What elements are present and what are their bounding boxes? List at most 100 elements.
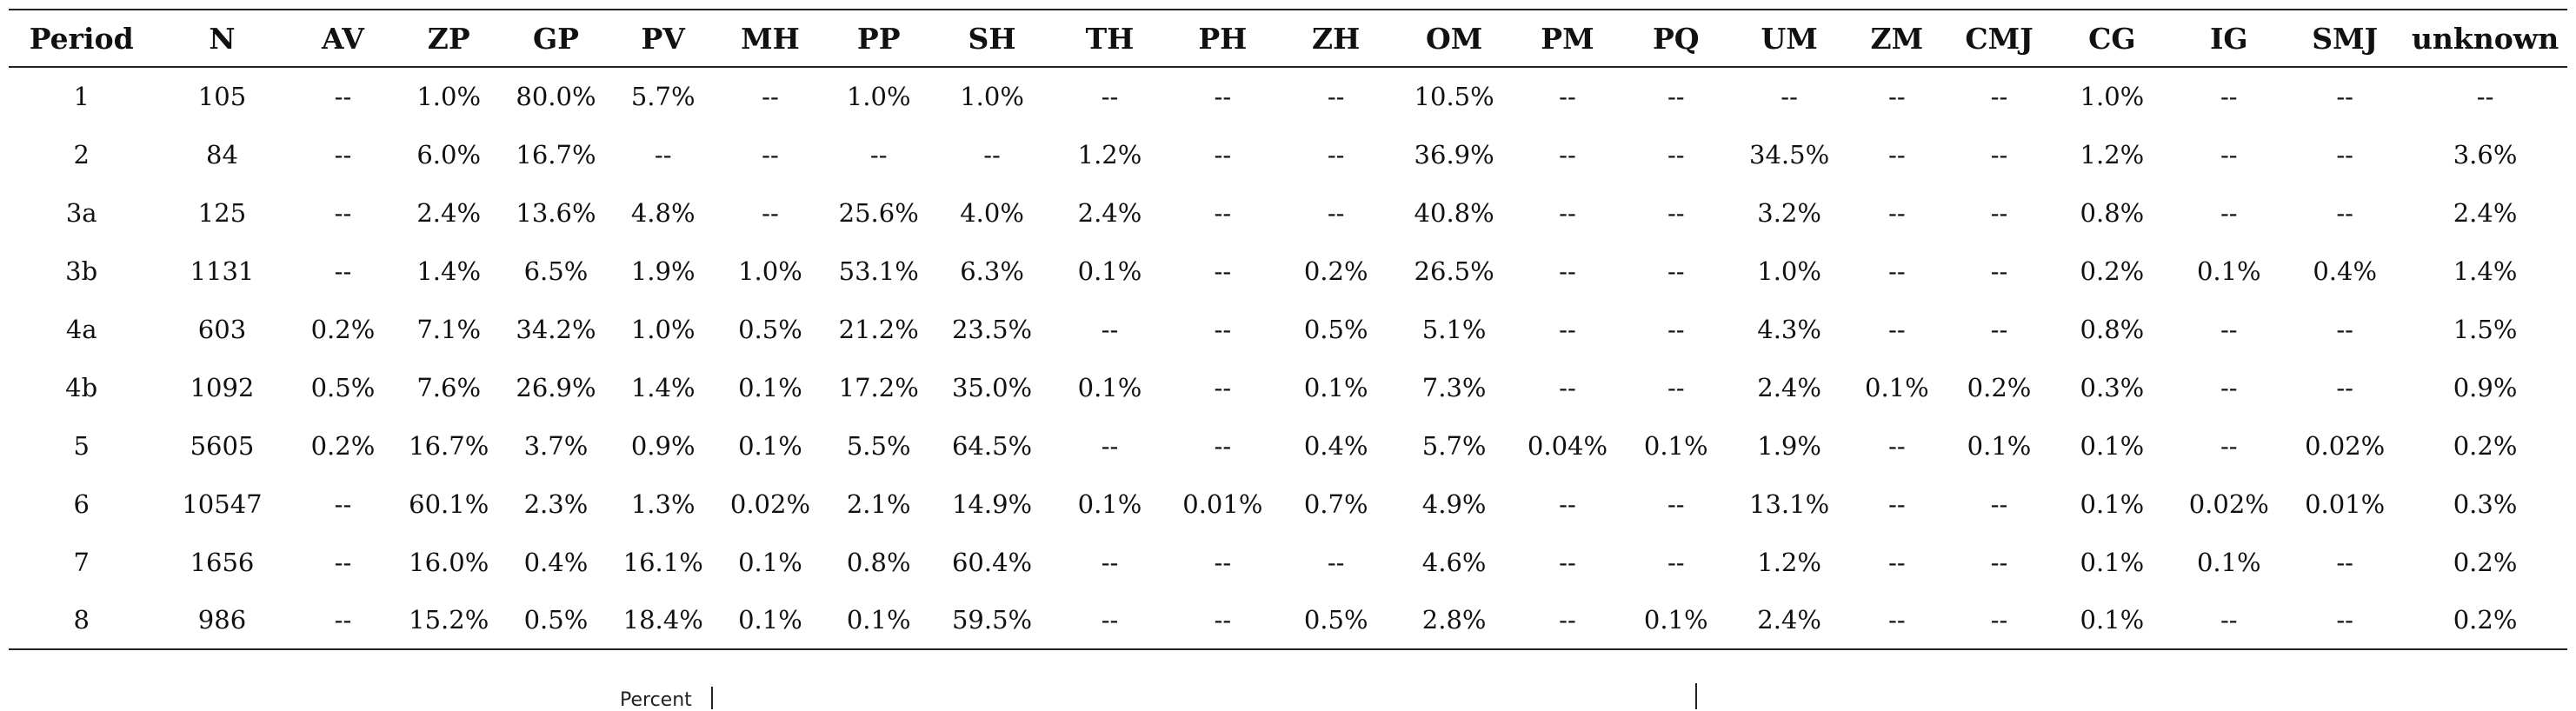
table-cell: 4.8% [630, 197, 696, 228]
column-header: SH [968, 21, 1016, 56]
table-cell: -- [654, 139, 672, 169]
column-header: OM [1425, 21, 1483, 56]
table-cell: 18.4% [622, 605, 703, 635]
table-cell: 14.9% [951, 488, 1033, 519]
table-cell: 6.5% [523, 256, 589, 286]
table-cell: -- [334, 605, 352, 635]
table-cell: 0.7% [1303, 488, 1368, 519]
table-cell: 1.3% [630, 488, 696, 519]
column-header: UM [1761, 21, 1818, 56]
table-cell: 4.9% [1421, 488, 1487, 519]
table-cell: -- [1667, 547, 1685, 577]
table-cell: 1.2% [1757, 547, 1821, 577]
table-cell: -- [2220, 430, 2238, 461]
table-cell: 26.5% [1414, 256, 1494, 286]
table-cell: 2.1% [846, 488, 911, 519]
table-body: 1 105 -- 1.0% 80.0% 5.7% -- 1.0% 1.0% -- -- -- 10.5%… [9, 67, 2567, 649]
table-cell: -- [1990, 547, 2008, 577]
table-cell: 1.4% [2453, 256, 2518, 286]
column-header: Period [29, 21, 134, 56]
table-row: 6 10547 -- 60.1% 2.3% 1.3% 0.02% 2.1% 14.9% 0.1% 0… [9, 475, 2567, 533]
table-cell: 17.2% [838, 372, 919, 402]
table-row: 5 5605 0.2% 16.7% 3.7% 0.9% 0.1% 5.5% 64.5% -- -- 0… [9, 416, 2567, 475]
table-cell: 0.3% [2080, 372, 2145, 402]
table-cell: -- [1667, 197, 1685, 228]
table-cell: 0.8% [2080, 314, 2145, 344]
table-cell: -- [1214, 256, 1232, 286]
table-cell: -- [1990, 605, 2008, 635]
table-cell: -- [1327, 547, 1345, 577]
table-row: 4a 603 0.2% 7.1% 34.2% 1.0% 0.5% 21.2% 23.5% -- --… [9, 300, 2567, 358]
table-cell: -- [1327, 197, 1345, 228]
table-cell: 0.5% [1303, 314, 1368, 344]
table-cell: 0.5% [523, 605, 589, 635]
table-cell: 53.1% [838, 256, 919, 286]
table-cell: -- [2336, 314, 2353, 344]
table-cell: -- [1781, 82, 1798, 111]
table-cell: -- [334, 139, 352, 169]
table-cell: 4.3% [1757, 314, 1821, 344]
table-cell: -- [334, 547, 352, 577]
table-cell: -- [2220, 314, 2238, 344]
table-cell: -- [1990, 488, 2008, 519]
table-cell: -- [1101, 547, 1119, 577]
table-cell: 26.9% [516, 372, 596, 402]
column-header: PM [1541, 21, 1594, 56]
table-cell: 7.6% [416, 372, 482, 402]
table-cell: 5605 [190, 430, 255, 461]
table-cell: -- [1559, 197, 1576, 228]
column-header: PP [856, 21, 901, 56]
table-cell: -- [1888, 256, 1906, 286]
table-cell: 105 [197, 82, 247, 111]
table-cell: 0.2% [310, 314, 376, 344]
table-cell: 2.4% [2453, 197, 2518, 228]
table-cell: 16.0% [409, 547, 489, 577]
table-cell: 0.4% [1303, 430, 1368, 461]
table-cell: 60.1% [409, 488, 489, 519]
table-cell: -- [1559, 547, 1576, 577]
table-cell: -- [1888, 430, 1906, 461]
table-cell: -- [762, 82, 779, 111]
table-cell: -- [2220, 372, 2238, 402]
table-cell: 13.6% [516, 197, 596, 228]
table-cell: 40.8% [1414, 197, 1494, 228]
table-cell: 1.2% [1077, 139, 1142, 169]
table-cell: 2.8% [1421, 605, 1487, 635]
column-header: N [209, 21, 236, 56]
table-cell: 1.0% [2080, 82, 2145, 111]
table-cell: -- [1888, 197, 1906, 228]
table-cell: -- [1327, 82, 1345, 111]
column-header: ZM [1870, 21, 1924, 56]
table-row: 3b 1131 -- 1.4% 6.5% 1.9% 1.0% 53.1% 6.3% 0.1% -- 0… [9, 242, 2567, 300]
column-header: SMJ [2312, 21, 2379, 56]
table-cell: 0.1% [2080, 605, 2145, 635]
table-cell: 21.2% [838, 314, 919, 344]
table-cell: 4.6% [1421, 547, 1487, 577]
table-cell: 0.1% [2080, 488, 2145, 519]
table-cell: 0.01% [1182, 488, 1263, 519]
table-cell: -- [2476, 82, 2494, 111]
table-cell: -- [1667, 256, 1685, 286]
table-cell: -- [1667, 82, 1685, 111]
table-cell: 0.2% [2453, 547, 2518, 577]
table-cell: 1.2% [2080, 139, 2145, 169]
table-cell: 1131 [190, 256, 255, 286]
table-cell: 2.4% [1757, 372, 1821, 402]
table-cell: 0.1% [1303, 372, 1368, 402]
data-table-container: Period N AV ZP GP PV MH PP SH TH PH ZH O… [9, 9, 2567, 650]
table-cell: 1.0% [630, 314, 696, 344]
table-cell: -- [2336, 82, 2353, 111]
table-cell: 0.9% [2453, 372, 2518, 402]
table-cell: -- [983, 139, 1001, 169]
table-cell: 0.02% [2305, 430, 2386, 461]
period-cell: 4b [65, 372, 98, 402]
table-cell: -- [1888, 547, 1906, 577]
table-cell: 23.5% [951, 314, 1033, 344]
table-cell: 34.2% [516, 314, 596, 344]
table-cell: 5.7% [1421, 430, 1487, 461]
table-cell: -- [2336, 197, 2353, 228]
table-cell: -- [1214, 372, 1232, 402]
table-cell: 125 [197, 197, 247, 228]
table-cell: -- [2336, 547, 2353, 577]
column-header: PQ [1652, 21, 1700, 56]
